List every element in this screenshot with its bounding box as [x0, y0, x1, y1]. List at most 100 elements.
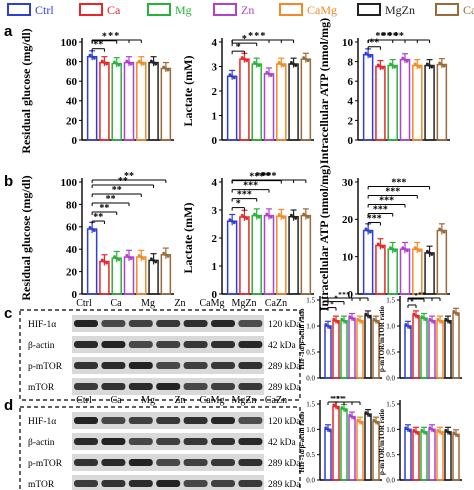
sig-label: * [236, 42, 241, 53]
data-point [415, 64, 419, 67]
data-point [442, 230, 446, 234]
data-point [125, 59, 129, 63]
data-point [374, 319, 378, 323]
data-point [368, 315, 372, 319]
data-point [430, 319, 434, 323]
data-point [414, 430, 418, 434]
y-tick-label: 20 [66, 266, 78, 278]
bar-mgzn [424, 64, 435, 141]
data-point [113, 255, 116, 258]
blot-band [183, 480, 208, 487]
data-point [428, 64, 431, 67]
panel-letter-b: b [4, 173, 13, 190]
data-point [364, 411, 368, 414]
bar-zn [428, 320, 436, 379]
blot-band [156, 383, 181, 390]
bar-ctrl [86, 55, 98, 141]
bar-mgzn [444, 431, 452, 481]
data-point [414, 314, 418, 317]
data-point [420, 428, 424, 432]
lane-label-zn: Zn [174, 298, 185, 309]
data-point [454, 433, 458, 436]
blot-band [101, 341, 126, 348]
blot-band [156, 459, 181, 466]
sig-label: * [236, 199, 241, 210]
blot-band [74, 438, 98, 445]
blot-band [238, 417, 263, 424]
bar-ctrl [226, 220, 238, 295]
blot-band [211, 341, 235, 348]
blot-band [101, 383, 126, 390]
data-point [228, 218, 232, 222]
y-tick-label: 1 [212, 261, 218, 273]
y-tick-label: 0.5 [306, 348, 315, 356]
blot-band [156, 417, 181, 424]
bar-mgzn [148, 61, 159, 141]
bar-mgzn [364, 314, 372, 379]
bar-mg [251, 214, 262, 295]
data-point [360, 321, 364, 324]
y-tick-label: 100 [61, 177, 78, 189]
sig-label: * [422, 291, 426, 299]
sig-label: ** [333, 395, 341, 403]
data-point [344, 409, 348, 413]
sig-label: ** [93, 212, 103, 223]
data-point [117, 63, 121, 67]
bar-mgzn [444, 320, 452, 379]
data-point [448, 321, 452, 324]
data-point [103, 260, 106, 263]
bar-camg [356, 420, 364, 481]
data-point [162, 65, 166, 69]
blot-band [183, 383, 208, 390]
y-tick-label: 1.5 [306, 296, 315, 304]
blot-band [128, 320, 153, 327]
legend-label-zn: Zn [241, 3, 254, 17]
blot-band [211, 459, 235, 466]
data-point [403, 58, 407, 62]
y-tick-label: 0.0 [386, 374, 395, 382]
data-point [152, 61, 155, 64]
data-point [334, 405, 338, 408]
data-point [413, 62, 417, 66]
data-point [255, 62, 259, 66]
data-point [326, 427, 330, 431]
data-point [267, 72, 271, 76]
data-point [127, 61, 131, 64]
bar-cazn [160, 254, 172, 295]
chart-d-p-mtormtor: 0.0 0.5 1.0 1.5p-mTOR/mTOR ratio [378, 400, 462, 484]
blot-band [156, 480, 181, 487]
data-point [154, 260, 158, 264]
data-point [277, 213, 281, 216]
y-tick-label: 1.0 [306, 322, 315, 330]
data-point [306, 215, 310, 219]
data-point [88, 53, 92, 57]
sig-label: * [242, 34, 247, 45]
bar-mg [111, 62, 122, 141]
data-point [292, 62, 295, 66]
blot-band [74, 320, 98, 327]
y-tick-label: 4 [212, 37, 218, 49]
data-point [152, 259, 155, 262]
sig-label: *** [255, 171, 270, 182]
blot-row-label: HIF-1α [28, 417, 56, 427]
blot-band [101, 480, 126, 487]
bar-mg [251, 63, 262, 141]
y-tick-label: 0 [212, 289, 218, 301]
legend-label-mg: Mg [175, 3, 192, 17]
data-point [425, 249, 429, 253]
chart-c-p-mtormtor: 0.00.51.01.5p-mTOR/mTOR ratio**** [378, 291, 462, 382]
data-point [444, 428, 448, 432]
blot-band [211, 320, 235, 327]
blot-band [238, 459, 263, 466]
data-point [425, 62, 429, 66]
data-point [366, 53, 370, 57]
data-point [105, 62, 109, 66]
data-point [422, 316, 426, 320]
sig-label: ** [369, 38, 379, 49]
y-tick-label: 0 [72, 289, 78, 301]
blot-row-label: p-mTOR [28, 362, 63, 372]
data-point [277, 61, 281, 64]
